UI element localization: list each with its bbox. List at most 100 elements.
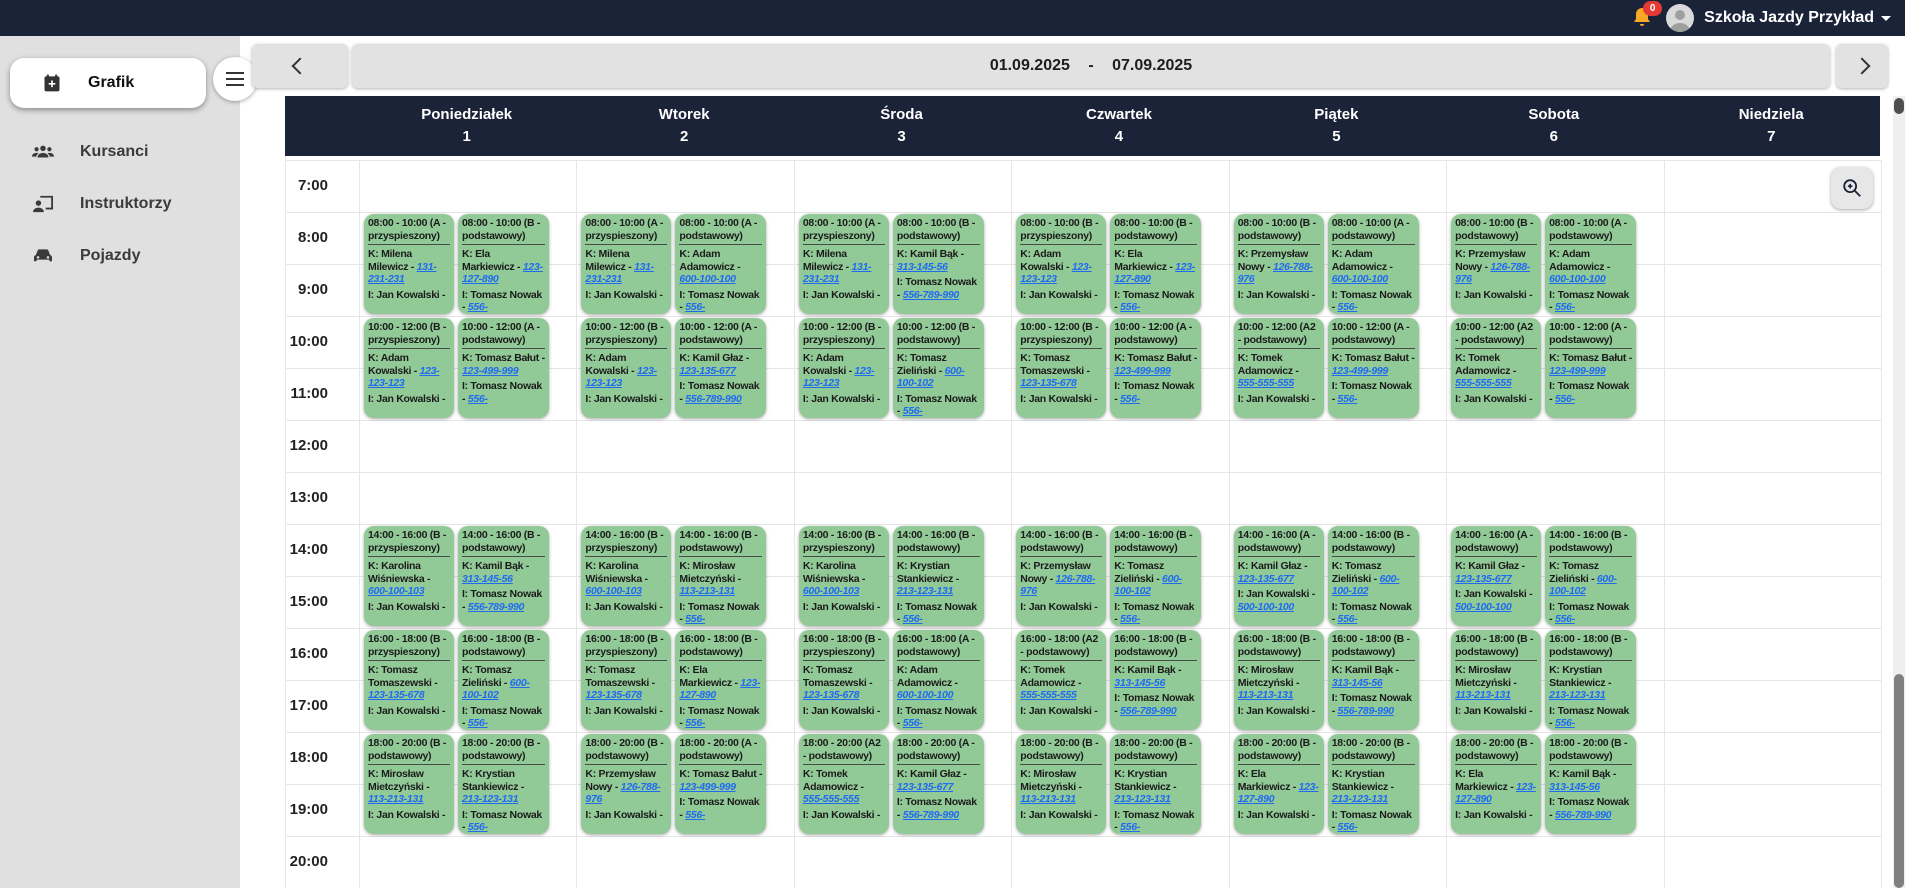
student-phone-link[interactable]: 126-788-976 [585,780,661,806]
lesson-card[interactable]: 08:00 - 10:00 (B - podstawowy) K: Ela Mar… [458,214,549,314]
next-week-button[interactable] [1836,44,1888,88]
student-phone-link[interactable]: 123-123-123 [368,364,440,390]
lesson-card[interactable]: 10:00 - 12:00 (A - podstawowy) K: Tomasz … [1545,318,1637,418]
student-phone-link[interactable]: 123-135-678 [585,689,642,701]
instructor-phone-link[interactable]: 556- [1337,613,1358,625]
student-phone-link[interactable]: 131-231-231 [368,260,437,286]
student-phone-link[interactable]: 213-123-131 [1114,793,1171,805]
sidebar-item-instruktorzy[interactable]: Instruktorzy [0,178,240,230]
student-phone-link[interactable]: 123-127-890 [462,260,543,286]
instructor-phone-link[interactable]: 556- [1337,301,1358,313]
instructor-phone-link[interactable]: 556-789-990 [902,808,960,821]
lesson-card[interactable]: 18:00 - 20:00 (B - podstawowy) K: Kamil B… [1545,734,1637,834]
student-phone-link[interactable]: 313-145-56 [1549,780,1600,793]
instructor-phone-link[interactable]: 556- [1337,392,1358,405]
instructor-phone-link[interactable]: 556- [685,301,706,313]
student-phone-link[interactable]: 123-127-890 [1455,780,1536,806]
lesson-card[interactable]: 10:00 - 12:00 (A - podstawowy) K: Tomasz … [458,318,549,418]
lesson-card[interactable]: 08:00 - 10:00 (A - przyspieszony) K: Mile… [364,214,454,314]
instructor-phone-link[interactable]: 556-789-990 [902,288,960,301]
student-phone-link[interactable]: 213-123-131 [1331,793,1389,805]
lesson-card[interactable]: 10:00 - 12:00 (B - przyspieszony) K: Adam… [798,318,889,418]
lesson-card[interactable]: 08:00 - 10:00 (A - podstawowy) K: Adam Ad… [1545,214,1637,314]
instructor-phone-link[interactable]: 556- [1120,392,1140,405]
instructor-phone-link[interactable]: 556- [685,717,706,729]
lesson-card[interactable]: 08:00 - 10:00 (A - przyspieszony) K: Mile… [798,214,889,314]
instructor-phone-link[interactable]: 556- [685,808,706,821]
lesson-card[interactable]: 18:00 - 20:00 (B - podstawowy) K: Krystia… [1110,734,1202,834]
lesson-card[interactable]: 10:00 - 12:00 (B - przyspieszony) K: Adam… [364,318,454,418]
lesson-card[interactable]: 16:00 - 18:00 (B - przyspieszony) K: Toma… [581,630,672,730]
student-phone-link[interactable]: 600-100-103 [802,585,860,597]
student-phone-link[interactable]: 123-123-123 [802,364,875,390]
student-phone-link[interactable]: 213-123-131 [896,585,954,597]
student-phone-link[interactable]: 123-499-999 [1114,364,1171,377]
student-phone-link[interactable]: 123-499-999 [679,780,736,793]
student-phone-link[interactable]: 113-213-131 [1020,793,1076,805]
student-phone-link[interactable]: 123-499-999 [1331,364,1389,377]
lesson-card[interactable]: 10:00 - 12:00 (A2 - podstawowy) K: Tomek … [1451,318,1542,418]
instructor-phone-link[interactable]: 556- [1554,613,1575,625]
student-phone-link[interactable]: 131-231-231 [802,260,872,286]
lesson-card[interactable]: 08:00 - 10:00 (B - podstawowy) K: Przemys… [1451,214,1542,314]
lesson-card[interactable]: 14:00 - 16:00 (B - podstawowy) K: Tomasz … [1327,526,1419,626]
student-phone-link[interactable]: 555-555-555 [1455,377,1512,389]
lesson-card[interactable]: 08:00 - 10:00 (B - podstawowy) K: Ela Mar… [1110,214,1202,314]
student-phone-link[interactable]: 123-135-678 [1020,377,1077,389]
sidebar-item-grafik[interactable]: Grafik [10,58,206,108]
student-phone-link[interactable]: 123-135-677 [896,780,954,793]
lesson-card[interactable]: 08:00 - 10:00 (B - podstawowy) K: Kamil B… [892,214,984,314]
lesson-card[interactable]: 14:00 - 16:00 (B - podstawowy) K: Kamil B… [458,526,549,626]
sidebar-item-kursanci[interactable]: Kursanci [0,126,240,178]
student-phone-link[interactable]: 123-135-677 [679,364,736,377]
lesson-card[interactable]: 14:00 - 16:00 (B - przyspieszony) K: Karo… [798,526,889,626]
lesson-card[interactable]: 10:00 - 12:00 (A - podstawowy) K: Tomasz … [1110,318,1202,418]
student-phone-link[interactable]: 113-213-131 [1237,689,1294,701]
lesson-card[interactable]: 10:00 - 12:00 (A - podstawowy) K: Tomasz … [1327,318,1419,418]
instructor-phone-link[interactable]: 500-100-100 [1455,600,1512,613]
lesson-card[interactable]: 16:00 - 18:00 (B - przyspieszony) K: Toma… [798,630,889,730]
student-phone-link[interactable]: 126-788-976 [1237,260,1313,286]
student-phone-link[interactable]: 123-127-890 [1237,780,1319,806]
lesson-card[interactable]: 08:00 - 10:00 (B - przyspieszony) K: Adam… [1016,214,1107,314]
student-phone-link[interactable]: 313-145-56 [896,260,948,273]
student-phone-link[interactable]: 600-100-100 [1549,273,1606,285]
notifications-button[interactable]: 0 [1630,1,1663,31]
instructor-phone-link[interactable]: 556-789-990 [685,392,742,405]
student-phone-link[interactable]: 126-788-976 [1020,572,1096,598]
instructor-phone-link[interactable]: 556- [467,717,488,729]
student-phone-link[interactable]: 123-135-677 [1237,572,1295,585]
lesson-card[interactable]: 16:00 - 18:00 (B - podstawowy) K: Tomasz … [458,630,549,730]
student-phone-link[interactable]: 600-100-103 [368,585,425,597]
lesson-card[interactable]: 16:00 - 18:00 (B - podstawowy) K: Ela Mar… [675,630,767,730]
previous-week-button[interactable] [252,44,348,88]
student-phone-link[interactable]: 313-145-56 [1114,676,1165,689]
instructor-phone-link[interactable]: 556- [1120,821,1140,833]
student-phone-link[interactable]: 113-213-131 [1455,689,1511,701]
student-phone-link[interactable]: 555-555-555 [802,793,860,805]
lesson-card[interactable]: 16:00 - 18:00 (B - przyspieszony) K: Toma… [364,630,454,730]
lesson-card[interactable]: 14:00 - 16:00 (B - podstawowy) K: Przemys… [1016,526,1107,626]
lesson-card[interactable]: 18:00 - 20:00 (B - podstawowy) K: Mirosła… [1016,734,1107,834]
sidebar-toggle-button[interactable] [213,57,257,101]
student-phone-link[interactable]: 555-555-555 [1020,689,1077,701]
lesson-card[interactable]: 10:00 - 12:00 (B - podstawowy) K: Tomasz … [892,318,984,418]
lesson-card[interactable]: 18:00 - 20:00 (B - podstawowy) K: Krystia… [458,734,549,834]
student-phone-link[interactable]: 113-213-131 [368,793,424,805]
lesson-card[interactable]: 18:00 - 20:00 (A - podstawowy) K: Kamil G… [892,734,984,834]
student-phone-link[interactable]: 600-100-102 [1549,572,1617,598]
instructor-phone-link[interactable]: 500-100-100 [1237,600,1295,613]
lesson-card[interactable]: 16:00 - 18:00 (B - podstawowy) K: Mirosła… [1451,630,1542,730]
avatar[interactable] [1666,4,1695,32]
lesson-card[interactable]: 18:00 - 20:00 (B - podstawowy) K: Przemys… [581,734,672,834]
lesson-card[interactable]: 08:00 - 10:00 (A - podstawowy) K: Adam Ad… [675,214,767,314]
student-phone-link[interactable]: 123-127-890 [679,676,761,702]
lesson-card[interactable]: 10:00 - 12:00 (A - podstawowy) K: Kamil G… [675,318,767,418]
instructor-phone-link[interactable]: 556-789-990 [1120,704,1177,717]
lesson-card[interactable]: 16:00 - 18:00 (B - podstawowy) K: Kamil B… [1110,630,1202,730]
instructor-phone-link[interactable]: 556- [1337,821,1358,833]
lesson-card[interactable]: 08:00 - 10:00 (A - przyspieszony) K: Mile… [581,214,672,314]
student-phone-link[interactable]: 123-135-677 [1455,572,1512,585]
lesson-card[interactable]: 14:00 - 16:00 (B - podstawowy) K: Krystia… [892,526,984,626]
student-phone-link[interactable]: 113-213-131 [679,585,735,597]
